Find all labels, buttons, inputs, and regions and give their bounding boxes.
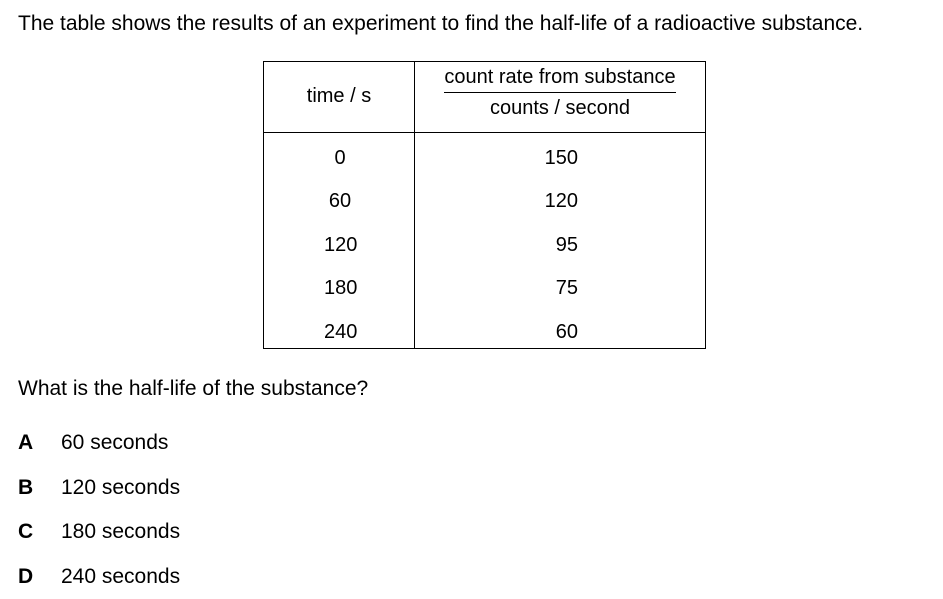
answer-option-a[interactable]: A 60 seconds bbox=[18, 429, 180, 474]
option-letter: A bbox=[18, 431, 34, 454]
data-table: time / s count rate from substance count… bbox=[263, 61, 706, 349]
table-cell-count: 120 bbox=[544, 190, 578, 213]
option-letter: B bbox=[18, 475, 34, 499]
column-divider bbox=[414, 62, 415, 348]
option-text: 120 seconds bbox=[61, 475, 181, 499]
option-text: 240 seconds bbox=[61, 565, 181, 589]
question-intro: The table shows the results of an experi… bbox=[18, 12, 864, 35]
count-column: 150 120 95 75 60 bbox=[541, 142, 578, 359]
answer-option-b[interactable]: B 120 seconds bbox=[18, 474, 180, 519]
table-cell-time: 120 bbox=[324, 233, 358, 256]
table-cell-time: 0 bbox=[334, 147, 346, 169]
answer-option-c[interactable]: C 180 seconds bbox=[18, 518, 180, 563]
table-cell-count: 95 bbox=[555, 233, 578, 256]
table-cell-time: 60 bbox=[328, 190, 352, 213]
option-letter: D bbox=[18, 565, 34, 589]
answer-option-d[interactable]: D 240 seconds bbox=[18, 563, 180, 599]
table-cell-time: 180 bbox=[324, 277, 358, 300]
table-cell-count: 75 bbox=[555, 277, 578, 300]
header-count-denominator: counts / second bbox=[489, 97, 631, 119]
table-cell-count: 60 bbox=[555, 320, 578, 343]
time-column: 0 60 120 180 240 bbox=[324, 142, 358, 359]
header-count-numerator: count rate from substance bbox=[444, 66, 676, 93]
header-count-rate: count rate from substance counts / secon… bbox=[415, 66, 705, 120]
table-cell-time: 240 bbox=[324, 320, 358, 343]
option-text: 60 seconds bbox=[61, 431, 169, 454]
answer-options: A 60 seconds B 120 seconds C 180 seconds D 2… bbox=[18, 429, 180, 599]
option-letter: C bbox=[18, 520, 34, 544]
table-cell-count: 150 bbox=[544, 147, 578, 169]
header-divider bbox=[264, 132, 705, 133]
question-text: What is the half-life of the substance? bbox=[18, 377, 369, 400]
option-text: 180 seconds bbox=[61, 520, 181, 544]
header-time: time / s bbox=[306, 85, 372, 107]
